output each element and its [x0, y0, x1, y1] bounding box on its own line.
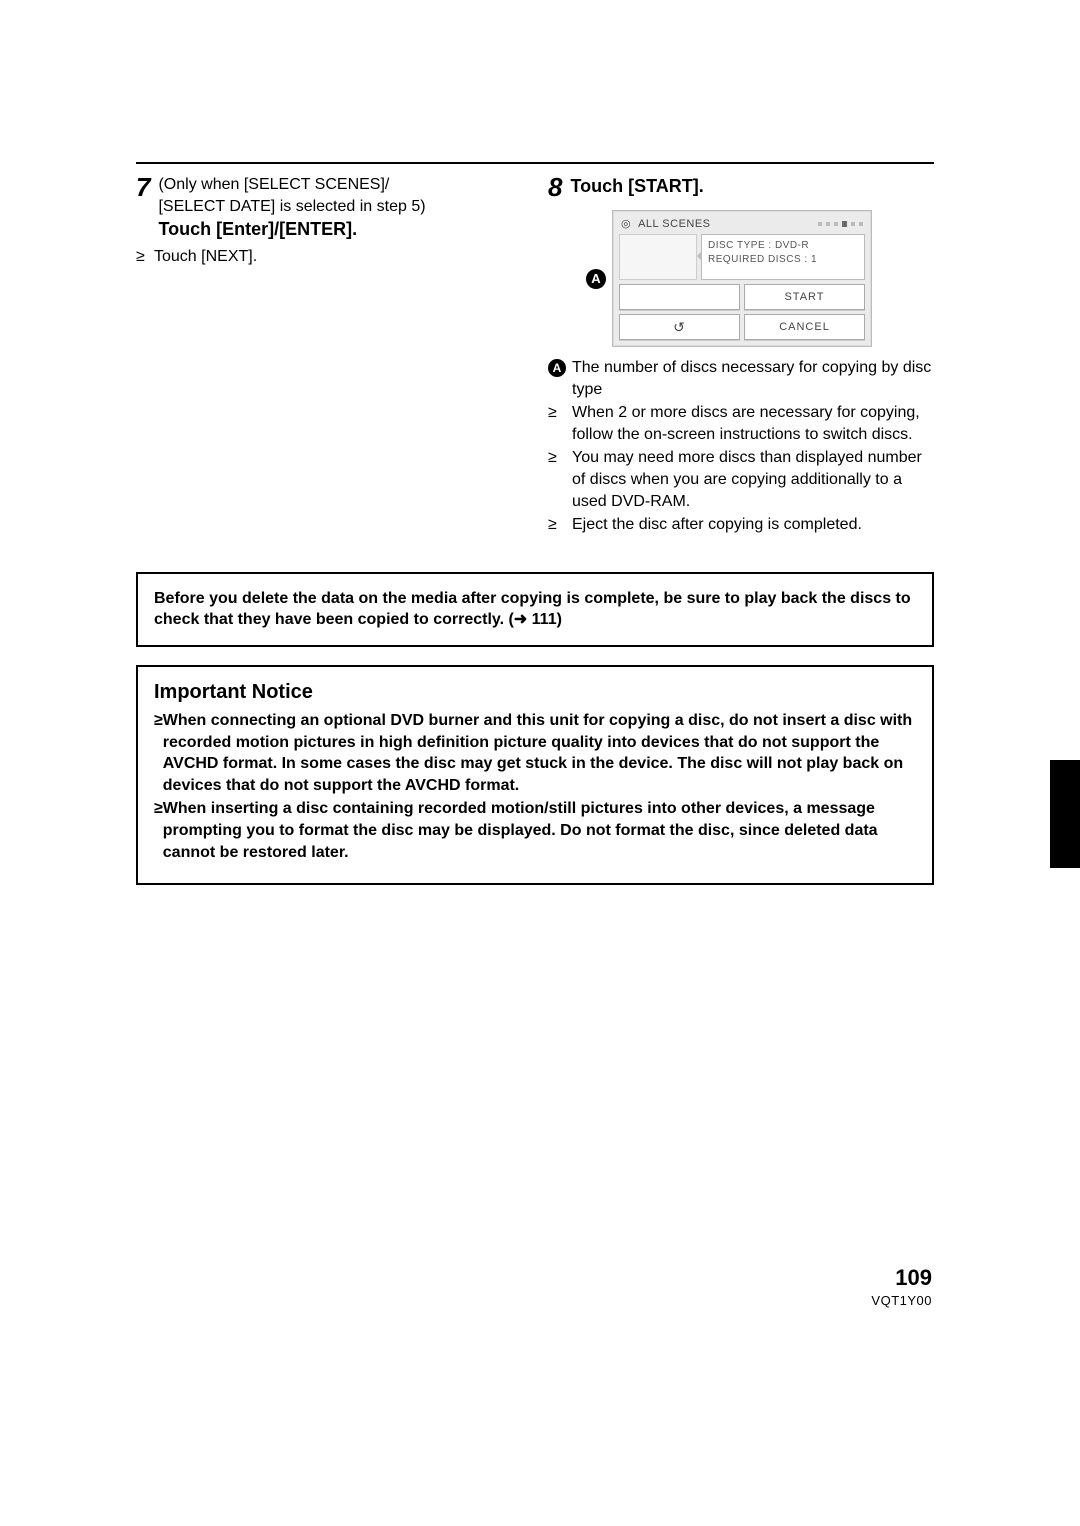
dot-icon: [818, 222, 822, 226]
bullet-dot-icon: ≥: [154, 710, 163, 796]
two-columns: 7 (Only when [SELECT SCENES]/ [SELECT DA…: [136, 174, 934, 538]
lcd-left-panel: [619, 234, 697, 280]
page-edge-tab: [1050, 760, 1080, 868]
step-number-8: 8: [548, 174, 570, 200]
cancel-button[interactable]: CANCEL: [744, 314, 865, 340]
warning-text: Before you delete the data on the media …: [154, 590, 911, 629]
notice-bullet-1: ≥ When connecting an optional DVD burner…: [154, 710, 916, 796]
page-number: 109: [871, 1265, 932, 1291]
notice-bullets: ≥ When connecting an optional DVD burner…: [154, 710, 916, 863]
lcd-all-scenes-label: ALL SCENES: [638, 218, 710, 230]
bullet-row-1: ≥ When 2 or more discs are necessary for…: [548, 402, 932, 445]
back-button[interactable]: ↺: [619, 314, 740, 340]
lcd-info-box: DISC TYPE : DVD-R REQUIRED DISCS : 1: [701, 234, 865, 280]
lcd-topbar: ◎ ALL SCENES: [619, 215, 865, 234]
lcd-screen: ◎ ALL SCENES: [612, 210, 872, 347]
bullet-text-1: When 2 or more discs are necessary for c…: [572, 402, 932, 445]
top-rule: [136, 162, 934, 164]
page-footer: 109 VQT1Y00: [871, 1265, 932, 1308]
callout-list: A The number of discs necessary for copy…: [548, 357, 932, 536]
step-7: 7 (Only when [SELECT SCENES]/ [SELECT DA…: [136, 174, 520, 242]
notice-bullet-2-text: When inserting a disc containing recorde…: [163, 798, 916, 863]
step-8-body: Touch [START].: [570, 174, 703, 200]
callout-a-row: A The number of discs necessary for copy…: [548, 357, 932, 400]
callout-badge-a: A: [586, 269, 606, 289]
important-notice-title: Important Notice: [154, 681, 916, 704]
lcd-spacer: [619, 284, 740, 310]
dot-icon: [851, 222, 855, 226]
bullet-dot-icon: ≥: [548, 402, 572, 445]
lcd-top-left: ◎ ALL SCENES: [621, 217, 711, 230]
doc-id: VQT1Y00: [871, 1293, 932, 1308]
bullet-row-3: ≥ Eject the disc after copying is comple…: [548, 514, 932, 536]
step-7-paren-line2: [SELECT DATE] is selected in step 5): [158, 198, 425, 215]
lcd-button-row-2: ↺ CANCEL: [619, 314, 865, 340]
page-content: 7 (Only when [SELECT SCENES]/ [SELECT DA…: [136, 162, 934, 885]
step-number-7: 7: [136, 174, 158, 242]
dot-icon: [834, 222, 838, 226]
lcd-mid-row: DISC TYPE : DVD-R REQUIRED DISCS : 1: [619, 234, 865, 280]
bullet-dot-icon: ≥: [154, 798, 163, 863]
step-7-bold: Touch [Enter]/[ENTER].: [158, 219, 357, 239]
important-notice-box: Important Notice ≥ When connecting an op…: [136, 665, 934, 885]
speech-notch-icon: [697, 251, 702, 261]
left-column: 7 (Only when [SELECT SCENES]/ [SELECT DA…: [136, 174, 520, 538]
step-8-bold: Touch [START].: [570, 176, 703, 196]
bullet-text-3: Eject the disc after copying is complete…: [572, 514, 932, 536]
right-column: 8 Touch [START]. A ◎ ALL SCENES: [548, 174, 932, 538]
lcd-disc-type: DISC TYPE : DVD-R: [708, 239, 858, 253]
callout-badge-cell: A: [548, 357, 572, 400]
bullet-row-2: ≥ You may need more discs than displayed…: [548, 447, 932, 512]
dot-icon: [859, 222, 863, 226]
notice-bullet-1-text: When connecting an optional DVD burner a…: [163, 710, 916, 796]
step-7-bullet-text: Touch [NEXT].: [154, 246, 257, 268]
lcd-required-discs: REQUIRED DISCS : 1: [708, 253, 858, 267]
callout-a-text: The number of discs necessary for copyin…: [572, 357, 932, 400]
notice-bullet-2: ≥ When inserting a disc containing recor…: [154, 798, 916, 863]
step-7-paren-line1: (Only when [SELECT SCENES]/: [158, 176, 389, 193]
lcd-screenshot: A ◎ ALL SCENES: [586, 210, 932, 347]
bullet-text-2: You may need more discs than displayed n…: [572, 447, 932, 512]
step-7-bullet: ≥ Touch [NEXT].: [136, 246, 520, 268]
callout-badge-a-small: A: [548, 359, 566, 377]
lcd-page-dots: [818, 221, 863, 227]
bullet-dot-icon: ≥: [548, 447, 572, 512]
dot-icon: [826, 222, 830, 226]
back-arrow-icon: ↺: [673, 319, 686, 336]
disc-icon: ◎: [621, 218, 631, 230]
step-7-body: (Only when [SELECT SCENES]/ [SELECT DATE…: [158, 174, 425, 242]
start-button[interactable]: START: [744, 284, 865, 310]
lcd-button-row-1: START: [619, 284, 865, 310]
step-8: 8 Touch [START].: [548, 174, 932, 200]
bullet-dot-icon: ≥: [548, 514, 572, 536]
bullet-dot-icon: ≥: [136, 246, 154, 268]
warning-box: Before you delete the data on the media …: [136, 572, 934, 647]
dot-active-icon: [842, 221, 847, 227]
